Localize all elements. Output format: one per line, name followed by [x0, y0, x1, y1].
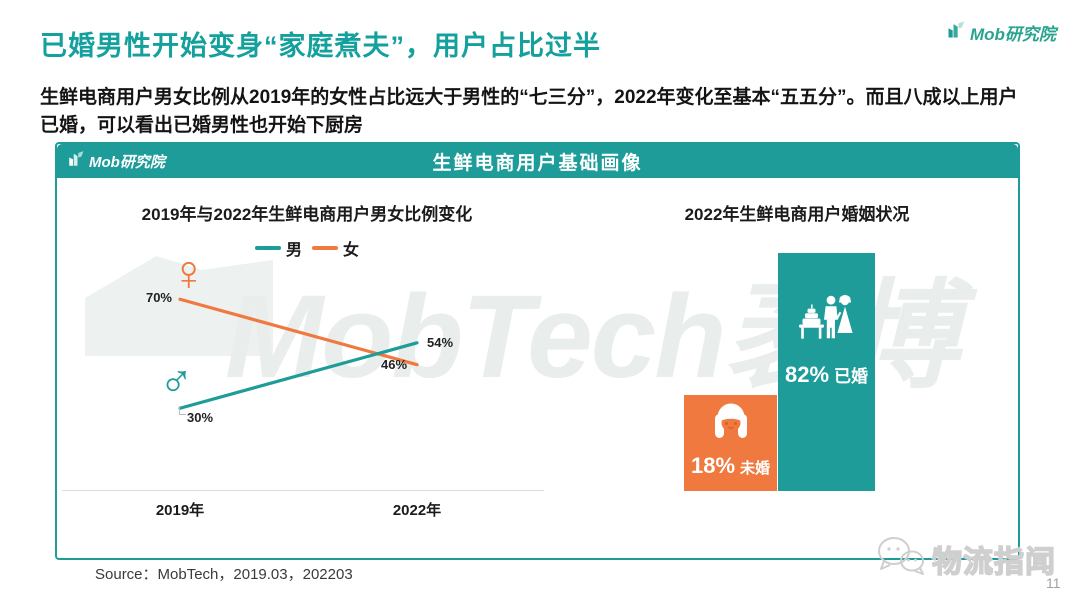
- female-legend-dash-icon: [312, 246, 338, 250]
- label-connector: [179, 406, 186, 415]
- data-label-female-2022: 46%: [381, 357, 408, 372]
- bottom-watermark: 物流指闻: [874, 532, 1056, 585]
- legend-item-female: 女: [312, 236, 359, 260]
- bar-label-unmarried: 18% 未婚: [691, 453, 770, 479]
- banner-title: 生鲜电商用户基础画像: [432, 152, 643, 174]
- line-chart-title: 2019年与2022年生鲜电商用户男女比例变化: [141, 205, 473, 224]
- bar-chart-title: 2022年生鲜电商用户婚姻状况: [684, 205, 910, 224]
- page-number: 11: [1046, 575, 1061, 591]
- x-tick-2022: 2022年: [392, 502, 442, 519]
- male-symbol-icon: ♂: [159, 353, 194, 405]
- legend-item-male: 男: [254, 236, 302, 260]
- chat-bubbles-icon: [874, 532, 930, 585]
- source-note: Source：MobTech，2019.03，202203: [95, 566, 353, 583]
- x-axis-line: [62, 490, 544, 491]
- banner-mob-logo-text: Mob研究院: [89, 153, 165, 171]
- data-label-female-2019: 70%: [145, 290, 172, 305]
- bottom-watermark-text: 物流指闻: [931, 545, 1056, 580]
- panel-banner: Mob研究院 生鲜电商用户基础画像: [57, 144, 1018, 178]
- page-subtitle: 生鲜电商用户男女比例从2019年的女性占比远大于男性的“七三分”，2022年变化…: [40, 87, 1018, 136]
- female-legend-label: 女: [343, 242, 360, 259]
- married-percent: 82%: [784, 362, 830, 387]
- x-tick-2019: 2019年: [155, 502, 205, 519]
- bar-unmarried: 18% 未婚: [684, 395, 777, 491]
- married-label: 已婚: [834, 367, 869, 386]
- bar-label-married: 82% 已婚: [785, 362, 868, 388]
- unmarried-label: 未婚: [740, 460, 771, 477]
- unmarried-percent: 18%: [690, 453, 736, 478]
- male-legend-dash-icon: [254, 246, 281, 250]
- banner-mob-logo-icon: [67, 150, 85, 172]
- bar-married: 82% 已婚: [778, 253, 875, 491]
- mob-logo-text: Mob研究院: [970, 25, 1056, 44]
- wedding-couple-icon: [798, 291, 856, 346]
- line-chart-legend: 男 女: [57, 236, 557, 260]
- data-label-male-2019: 30%: [187, 410, 214, 425]
- mob-logo-icon: [946, 20, 966, 45]
- female-symbol-icon: ♀: [170, 245, 208, 301]
- girl-icon: [709, 401, 753, 446]
- content-panel: MobTech袤博 Mob研究院 生鲜电商用户基础画像 2019年与2022年生…: [55, 142, 1020, 560]
- banner-mob-logo: Mob研究院: [67, 144, 165, 178]
- line-plot: [178, 297, 419, 410]
- male-legend-label: 男: [285, 242, 302, 259]
- page-title: 已婚男性开始变身“家庭煮夫”，用户占比过半: [40, 31, 601, 61]
- data-label-male-2022: 54%: [427, 335, 454, 350]
- mob-logo: Mob研究院: [946, 20, 1056, 45]
